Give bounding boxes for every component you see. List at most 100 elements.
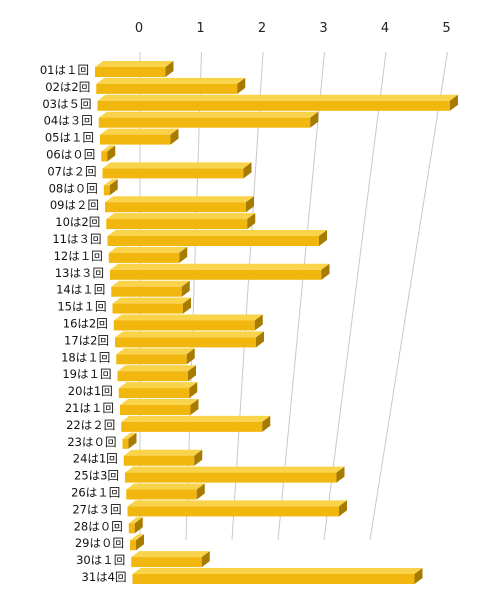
bar-end-face	[134, 517, 143, 534]
bar-front-face	[121, 421, 263, 432]
y-axis-labels: 01は１回 02は2回 03は５回 04は３回 05は１回 06は０回 07は２回 08は０回…	[40, 63, 127, 584]
gridline-5	[369, 51, 448, 541]
bar-end-face	[237, 77, 246, 94]
bar-front-face	[108, 252, 180, 263]
bar-end-face	[128, 432, 137, 449]
category-label: 10は2回	[55, 215, 100, 229]
bar-end-face	[136, 534, 144, 551]
bar-top-face	[118, 382, 198, 389]
bar-top-face	[97, 94, 458, 101]
bar-top-face	[105, 196, 254, 203]
bar-front-face	[117, 371, 188, 382]
bar-front-face	[96, 83, 238, 94]
bar	[98, 111, 319, 128]
bar	[117, 365, 196, 382]
bar-front-face	[113, 320, 255, 331]
bar-front-face	[122, 438, 129, 449]
category-label: 19は１回	[62, 367, 111, 381]
category-label: 03は５回	[42, 97, 91, 111]
bar-front-face	[107, 236, 319, 246]
bar-top-face	[117, 365, 196, 372]
bar-top-face	[116, 348, 195, 355]
bar-front-face	[95, 67, 166, 77]
bar	[115, 331, 264, 348]
bar	[107, 230, 327, 246]
bar-top-face	[112, 297, 191, 304]
bar-front-face	[127, 506, 339, 517]
category-label: 26は１回	[71, 486, 120, 500]
bar-front-face	[116, 354, 187, 365]
bar	[132, 568, 423, 584]
x-tick-label: 3	[319, 21, 327, 36]
category-label: 29は０回	[75, 536, 124, 550]
category-label: 01は１回	[40, 63, 89, 77]
x-axis-ticks: 0 1 2 3 4 5	[135, 21, 451, 36]
category-label: 17は2回	[64, 333, 109, 347]
category-label: 14は１回	[56, 283, 105, 297]
bar-front-face	[106, 219, 248, 230]
category-label: 02は2回	[45, 80, 90, 94]
bar	[116, 348, 195, 365]
bar-front-face	[118, 388, 190, 399]
bar-top-face	[115, 331, 264, 338]
category-label: 04は３回	[44, 114, 93, 128]
bar-top-face	[123, 449, 203, 456]
category-label: 20は1回	[68, 384, 113, 398]
bar-end-face	[256, 331, 264, 348]
bar-front-face	[111, 286, 182, 297]
bar-end-face	[186, 348, 195, 365]
category-label: 21は１回	[65, 401, 114, 415]
bar	[96, 77, 246, 94]
bar-top-face	[107, 230, 327, 236]
bar-top-face	[101, 145, 116, 152]
bar-end-face	[339, 500, 347, 517]
bar-end-face	[310, 111, 319, 128]
bar	[113, 314, 263, 331]
bar-end-face	[321, 263, 330, 280]
bar-end-face	[196, 483, 205, 500]
bar-end-face	[254, 314, 263, 331]
bar	[108, 246, 188, 263]
bar-top-face	[113, 314, 263, 321]
bar-top-face	[110, 263, 330, 270]
category-label: 06は０回	[46, 148, 95, 162]
category-label: 22は２回	[66, 418, 115, 432]
bar-front-face	[132, 574, 415, 584]
bar-end-face	[243, 162, 252, 179]
bar	[101, 145, 116, 162]
bar-front-face	[126, 489, 197, 500]
bar-front-face	[128, 523, 135, 534]
bar-end-face	[262, 415, 271, 432]
bar-end-face	[450, 94, 458, 111]
category-label: 09は２回	[50, 198, 99, 212]
bar-end-face	[181, 280, 190, 297]
bar-top-face	[122, 432, 137, 439]
bar-end-face	[170, 128, 179, 145]
bar-top-face	[106, 213, 256, 220]
bar-end-face	[179, 246, 188, 263]
bar-top-face	[102, 162, 252, 169]
bar-end-face	[183, 297, 191, 314]
bar-front-face	[123, 455, 195, 466]
bar-top-face	[108, 246, 188, 253]
bar-front-face	[110, 269, 322, 280]
bar-front-face	[130, 540, 136, 551]
bar	[102, 162, 252, 179]
bar-top-face	[95, 61, 174, 67]
bar-top-face	[103, 179, 118, 186]
bar-top-face	[98, 111, 319, 118]
bar-end-face	[189, 382, 198, 399]
bar-top-face	[125, 466, 345, 473]
category-label: 15は１回	[57, 300, 106, 314]
bar-top-face	[96, 77, 246, 84]
bar	[130, 534, 144, 551]
bar	[131, 551, 210, 568]
bar-front-face	[101, 151, 108, 162]
bar-end-face	[246, 196, 254, 213]
gridline-3	[277, 51, 325, 541]
x-tick-label: 4	[381, 21, 389, 36]
category-label: 30は１回	[76, 553, 125, 567]
bar-top-face	[126, 483, 205, 490]
bar-top-face	[132, 568, 423, 574]
